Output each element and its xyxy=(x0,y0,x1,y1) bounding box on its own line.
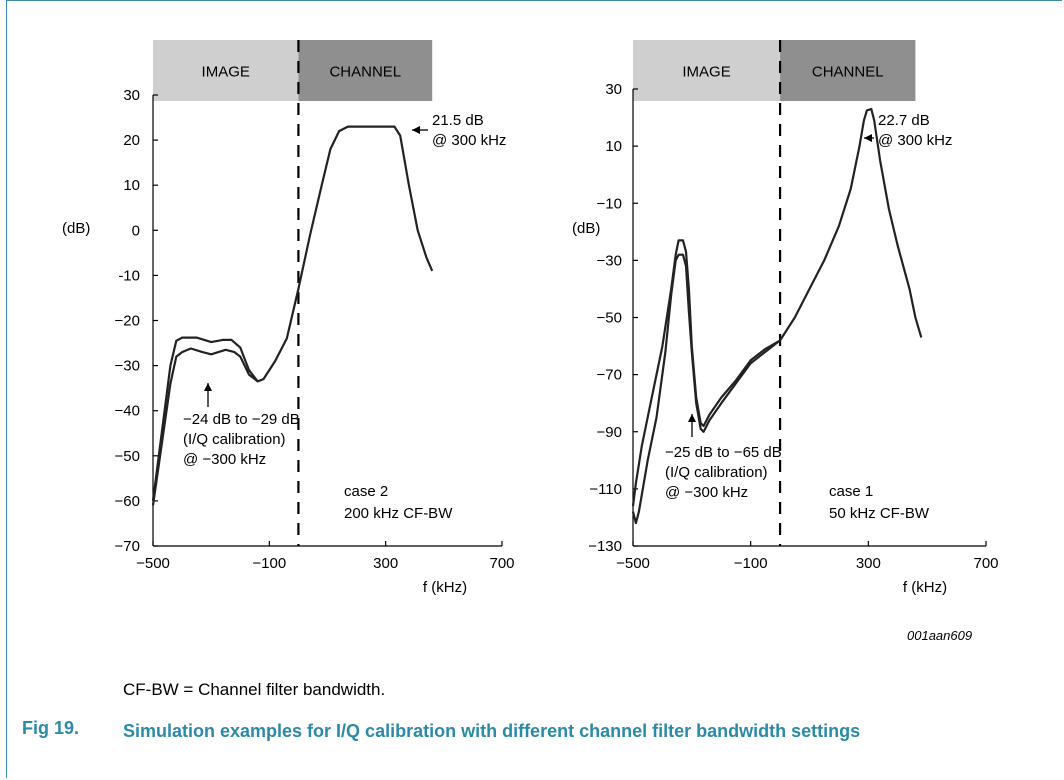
y-tick-label: −20 xyxy=(115,313,140,330)
region-band-image xyxy=(153,40,299,101)
y-tick-label: −130 xyxy=(588,538,622,555)
y-tick-label: −50 xyxy=(597,310,622,327)
x-tick-label: 700 xyxy=(489,555,514,572)
y-tick-label: −110 xyxy=(589,481,622,498)
x-tick-label: −100 xyxy=(252,555,286,572)
y-axis-label: (dB) xyxy=(572,220,600,237)
y-tick-label: −70 xyxy=(115,538,140,555)
figure-frame xyxy=(6,0,1062,778)
figure-label: Fig 19. xyxy=(22,718,80,738)
y-tick-label: −50 xyxy=(115,448,140,465)
annotation-text: @ 300 kHz xyxy=(878,132,952,149)
series-line-2 xyxy=(631,253,781,525)
x-tick-label: 300 xyxy=(856,555,881,572)
annotation-arrow-head xyxy=(688,414,696,422)
region-label-image: IMAGE xyxy=(682,64,730,81)
x-tick-label: −100 xyxy=(734,555,768,572)
series-line-1 xyxy=(631,107,923,507)
region-label-channel: CHANNEL xyxy=(329,64,401,81)
region-band-channel xyxy=(780,40,916,101)
annotation-arrow-head xyxy=(204,383,212,391)
y-tick-label: −90 xyxy=(597,424,622,441)
region-label-channel: CHANNEL xyxy=(812,64,884,81)
case-label: case 1 xyxy=(829,483,873,500)
y-tick-label: −30 xyxy=(115,358,140,375)
annotation-text: @ −300 kHz xyxy=(665,484,748,501)
y-tick-label: 10 xyxy=(605,138,622,155)
region-label-image: IMAGE xyxy=(202,64,250,81)
annotation-text: 21.5 dB xyxy=(432,112,484,129)
case-label: 200 kHz CF-BW xyxy=(344,505,453,522)
y-tick-label: 10 xyxy=(123,177,140,194)
y-tick-label: 30 xyxy=(123,87,140,104)
region-band-channel xyxy=(298,40,433,101)
abbreviation-note: CF-BW = Channel filter bandwidth. xyxy=(123,680,386,699)
x-tick-label: −500 xyxy=(616,555,650,572)
annotation-arrow-head xyxy=(412,126,420,134)
y-tick-label: 20 xyxy=(123,132,140,149)
chart-panel-case1: IMAGE CHANNEL3010−10−30−50−70−90−110−130−… xyxy=(572,40,999,596)
annotation-text: @ −300 kHz xyxy=(183,451,266,468)
x-axis-label: f (kHz) xyxy=(423,579,467,596)
series-line-1 xyxy=(151,125,434,502)
y-tick-label: −30 xyxy=(597,252,622,269)
region-band-image xyxy=(633,40,781,101)
annotation-text: @ 300 kHz xyxy=(432,132,506,149)
y-tick-label: −60 xyxy=(115,493,140,510)
annotation-text: 22.7 dB xyxy=(878,112,930,129)
y-tick-label: 30 xyxy=(605,81,622,98)
annotation-text: −25 dB to −65 dB xyxy=(665,444,782,461)
y-tick-label: -10 xyxy=(118,267,140,284)
y-axis-label: (dB) xyxy=(62,220,90,237)
x-tick-label: 300 xyxy=(373,555,398,572)
figure-plots: IMAGE CHANNEL 30 20 10 0 -10 −20 −30 −40 −50 −60 −70… xyxy=(62,40,999,596)
case-label: 50 kHz CF-BW xyxy=(829,505,930,522)
y-tick-label: 0 xyxy=(132,222,140,239)
figure-id: 001aan609 xyxy=(907,628,973,643)
series-line-2 xyxy=(151,347,259,506)
annotation-text: −24 dB to −29 dB xyxy=(183,411,300,428)
y-tick-label: −70 xyxy=(597,367,622,384)
case-label: case 2 xyxy=(344,483,388,500)
y-tick-label: −40 xyxy=(115,403,140,420)
annotation-text: (I/Q calibration) xyxy=(665,464,768,481)
chart-panel-case2: IMAGE CHANNEL 30 20 10 0 -10 −20 −30 −40 −50 −60 −70… xyxy=(62,40,515,596)
x-tick-label: −500 xyxy=(136,555,170,572)
y-tick-label: −10 xyxy=(597,195,622,212)
annotation-text: (I/Q calibration) xyxy=(183,431,286,448)
x-axis-label: f (kHz) xyxy=(903,579,947,596)
annotation-arrow-head xyxy=(864,134,872,142)
figure-title: Simulation examples for I/Q calibration … xyxy=(123,721,861,741)
x-tick-label: 700 xyxy=(973,555,998,572)
